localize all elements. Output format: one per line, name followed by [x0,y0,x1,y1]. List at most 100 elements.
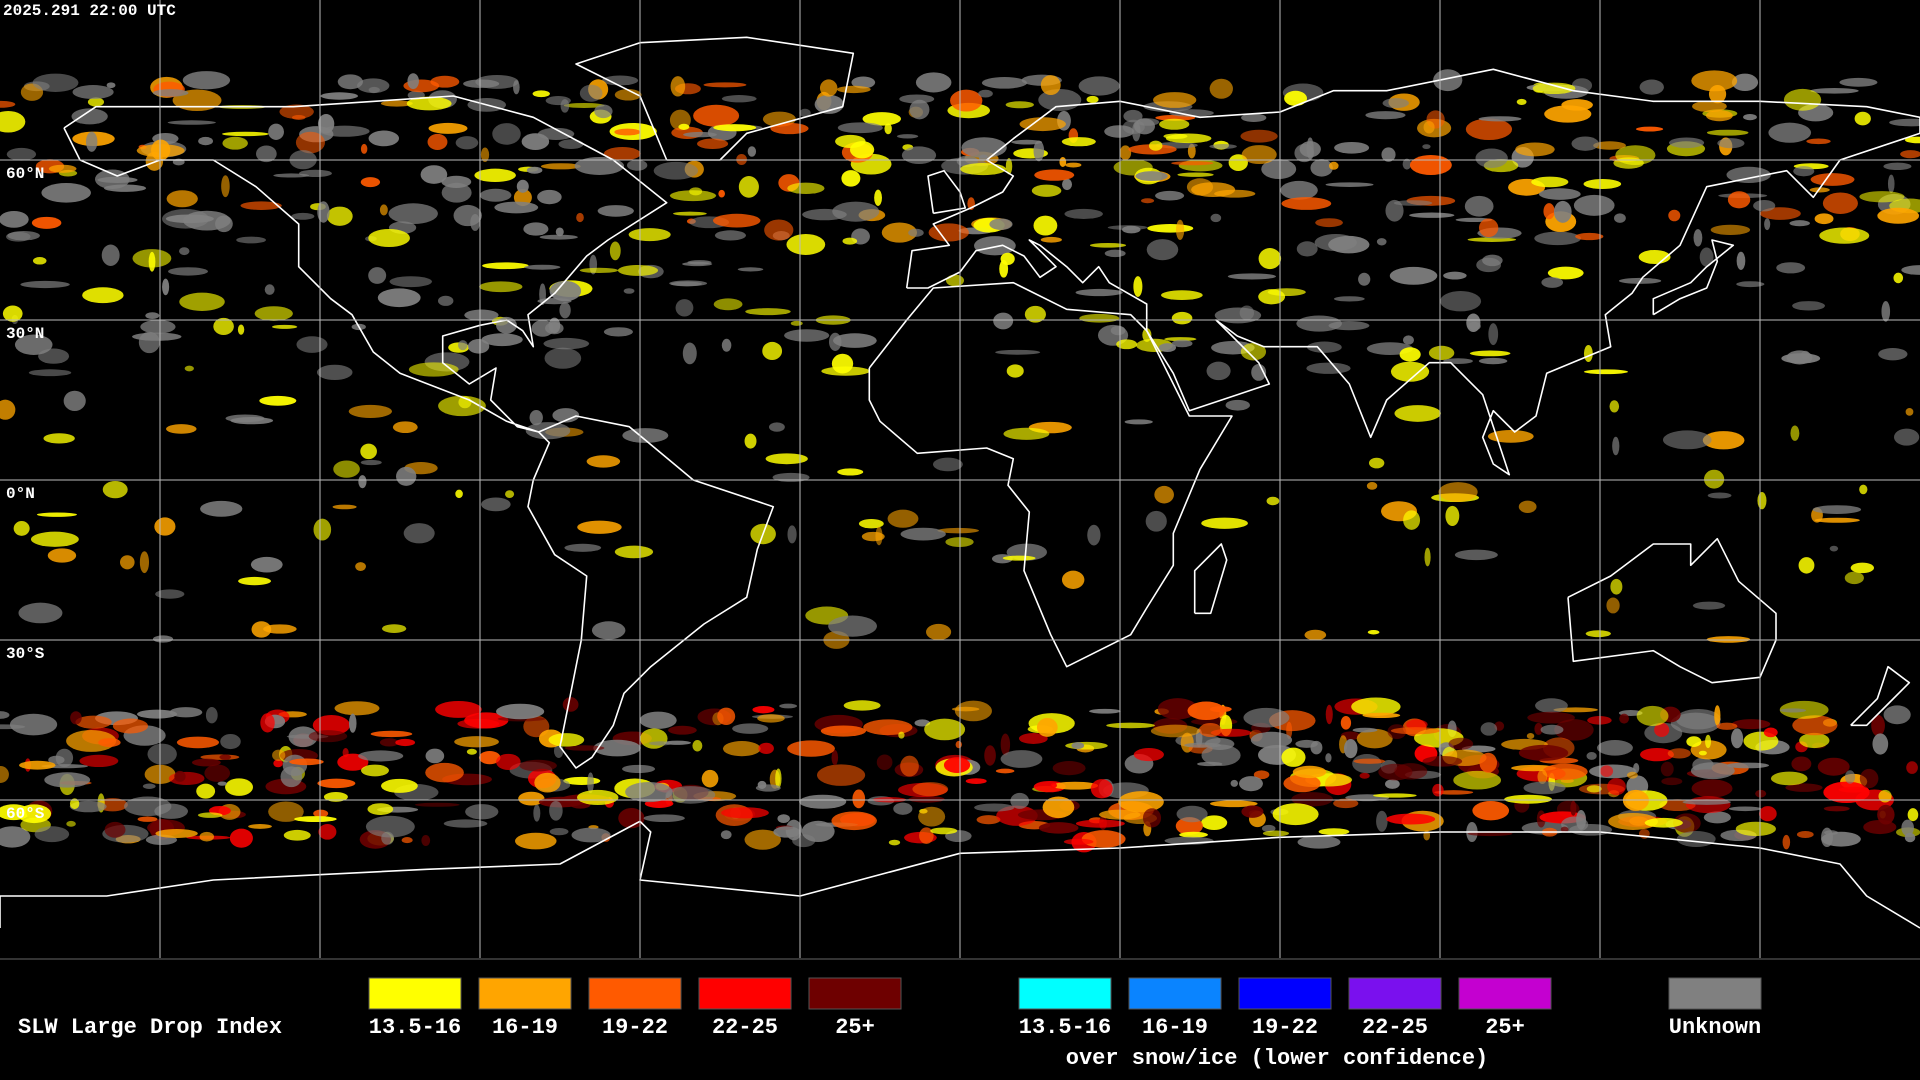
cloud [333,460,360,478]
cloud [1201,815,1228,830]
cloud [1382,98,1409,109]
cloud [1385,199,1404,222]
cloud [1901,819,1914,836]
cloud [1376,238,1387,246]
cloud [1378,763,1413,781]
cloud [1686,736,1702,747]
cloud [703,82,747,88]
cloud [1146,239,1179,261]
cloud [1822,192,1858,214]
cloud [1900,150,1920,159]
cloud [140,319,176,334]
cloud [732,723,769,734]
cloud [368,228,410,248]
cloud [263,624,297,634]
cloud [496,753,521,770]
cloud [1606,597,1620,614]
cloud [481,497,511,512]
cloud [1334,141,1370,154]
cloud [1702,431,1745,450]
cloud [1296,241,1318,257]
cloud [1362,712,1401,719]
cloud [1480,722,1498,736]
legend-swatch [588,977,682,1010]
cloud [272,749,286,761]
cloud [526,166,543,174]
cloud [1116,339,1138,350]
cloud [1710,224,1751,236]
cloud [745,308,791,316]
cloud [692,740,703,752]
cloud [974,803,1015,812]
cloud [993,312,1014,330]
cloud [308,730,348,743]
cloud [549,280,582,302]
cloud [899,94,935,104]
cloud [312,714,350,736]
cloud [876,754,893,771]
cloud [1475,148,1508,169]
cloud [799,108,811,118]
cloud [334,701,380,716]
cloud [358,475,367,489]
cloud [182,71,231,90]
cloud [380,100,413,107]
cloud [900,755,919,777]
cloud [1241,805,1264,818]
cloud [779,703,798,709]
cloud [1141,198,1155,204]
cloud [466,748,477,755]
cloud [757,714,785,723]
cloud [1600,765,1614,777]
cloud [36,512,78,517]
cloud [360,443,377,460]
cloud [1241,113,1267,123]
cloud [1809,187,1830,193]
cloud [919,827,934,844]
cloud [1669,137,1705,149]
cloud [1768,122,1812,143]
cloud [1821,827,1833,848]
cloud [1587,716,1612,725]
cloud [1541,277,1564,288]
cloud [132,332,182,341]
cloud [1877,804,1895,825]
cloud [204,764,231,782]
cloud [1240,343,1267,361]
cloud [842,237,858,245]
cloud [1692,601,1726,610]
cloud [1052,761,1086,776]
cloud [1089,243,1127,248]
cloud [103,184,147,192]
cloud [17,804,52,824]
cloud [1228,154,1248,172]
cloud [1468,321,1481,331]
cloud [1079,313,1120,323]
cloud [1394,405,1441,422]
cloud [1454,549,1498,561]
cloud [296,336,328,353]
cloud [1783,88,1822,111]
cloud [32,256,47,265]
cloud [1706,129,1749,136]
cloud [1613,157,1644,169]
cloud [1209,78,1233,99]
cloud [1087,524,1101,546]
cloud [112,718,149,734]
cloud [32,73,79,92]
cloud [0,399,16,420]
cloud [1062,178,1073,191]
cloud [1333,296,1365,302]
cloud [893,802,913,815]
legend-swatch [1458,977,1552,1010]
cloud [752,706,775,714]
cloud [318,824,337,840]
cloud [682,261,713,267]
legend-swatch [478,977,572,1010]
cloud [628,228,671,242]
cloud [718,189,725,198]
cloud [1145,510,1167,532]
cloud [665,786,716,804]
cloud [861,531,885,542]
legend-label: 19-22 [1252,1015,1318,1040]
